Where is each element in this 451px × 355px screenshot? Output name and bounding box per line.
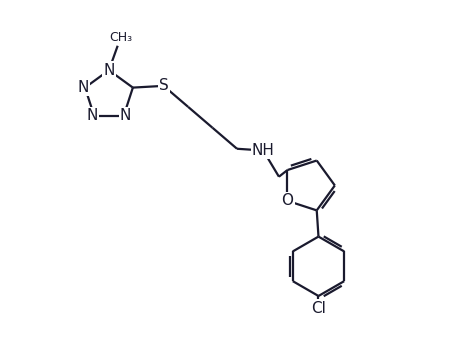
Text: NH: NH xyxy=(251,143,274,158)
Text: S: S xyxy=(158,78,168,93)
Text: O: O xyxy=(281,193,293,208)
Text: N: N xyxy=(103,63,115,78)
Text: N: N xyxy=(120,108,131,123)
Text: Cl: Cl xyxy=(310,301,325,316)
Text: N: N xyxy=(87,108,98,123)
Text: CH₃: CH₃ xyxy=(109,31,133,44)
Text: N: N xyxy=(78,80,89,95)
